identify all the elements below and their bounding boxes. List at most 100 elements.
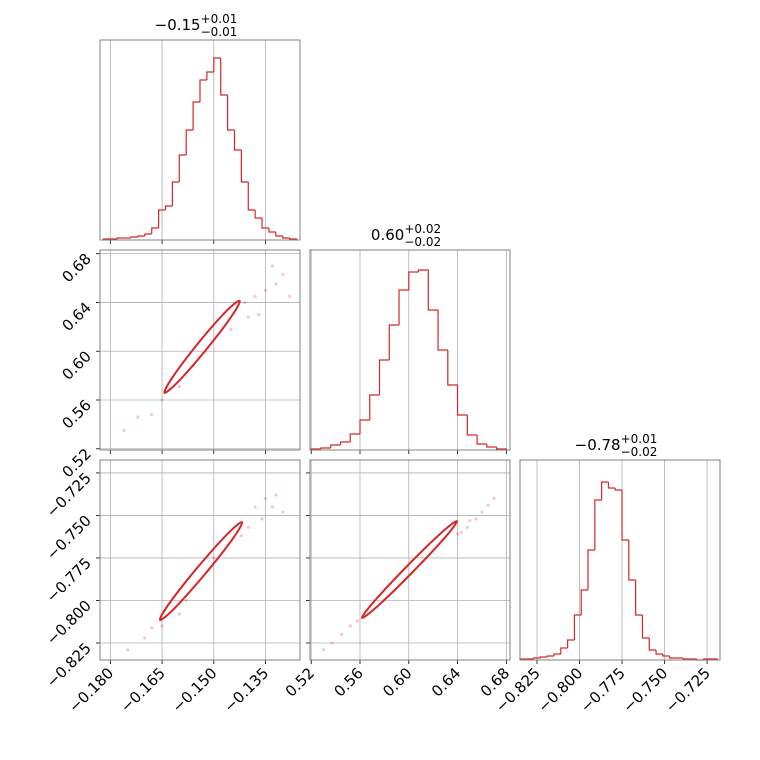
y-tick-label: 0.56 bbox=[58, 396, 94, 432]
histogram-step bbox=[437, 310, 448, 351]
sample-point bbox=[229, 327, 233, 331]
title-upper: +0.01 bbox=[201, 12, 238, 26]
panel-frame bbox=[309, 459, 511, 661]
x-tick-label: 0.60 bbox=[379, 664, 415, 700]
sample-point bbox=[246, 525, 250, 529]
histogram-step bbox=[330, 444, 341, 448]
histogram-step bbox=[171, 181, 180, 206]
histogram-step bbox=[226, 95, 235, 131]
sample-point bbox=[486, 503, 490, 507]
panel-frame bbox=[519, 459, 721, 661]
histogram-step bbox=[662, 654, 670, 657]
sample-point bbox=[270, 505, 275, 509]
histogram-step bbox=[369, 394, 380, 420]
histogram-step bbox=[447, 350, 458, 386]
y-tick-label: 0.64 bbox=[58, 299, 94, 335]
y-tick-label: −0.775 bbox=[43, 554, 95, 606]
x-tick-label: −0.800 bbox=[534, 664, 586, 716]
sample-point bbox=[122, 428, 126, 433]
title-lower: −0.02 bbox=[404, 235, 441, 249]
panel-frame bbox=[99, 459, 301, 661]
histogram-step bbox=[349, 433, 360, 442]
sample-point bbox=[160, 624, 164, 628]
histogram-step bbox=[359, 419, 370, 434]
histogram-step bbox=[533, 657, 541, 659]
histogram-step bbox=[388, 324, 400, 360]
sample-point bbox=[160, 398, 164, 402]
histogram-step bbox=[206, 71, 214, 80]
histogram-step bbox=[254, 210, 263, 219]
histogram-step bbox=[682, 658, 691, 660]
contour bbox=[158, 521, 244, 622]
sample-point bbox=[253, 505, 257, 509]
histogram-step bbox=[621, 490, 629, 541]
histogram-step bbox=[456, 385, 468, 416]
sample-point bbox=[321, 648, 326, 652]
x-tick-label: −0.165 bbox=[117, 664, 169, 716]
histogram-step bbox=[641, 615, 650, 639]
histogram-step bbox=[466, 415, 478, 436]
histogram-step bbox=[233, 130, 242, 151]
sample-point bbox=[260, 517, 264, 521]
sample-point bbox=[355, 619, 360, 623]
histogram-step bbox=[546, 655, 555, 657]
histogram-step bbox=[587, 549, 595, 590]
histogram-step bbox=[486, 444, 497, 448]
sample-point bbox=[263, 496, 268, 501]
histogram-step bbox=[261, 218, 269, 229]
sample-point bbox=[243, 300, 247, 305]
panel-title: −0.15+0.01 −0.01 bbox=[155, 12, 238, 39]
histogram-step bbox=[320, 447, 331, 449]
sample-point bbox=[184, 598, 188, 603]
title-upper: +0.01 bbox=[621, 432, 658, 446]
histogram-step bbox=[137, 235, 145, 237]
sample-point bbox=[465, 525, 469, 529]
histogram-step bbox=[408, 271, 419, 290]
histogram-step bbox=[635, 580, 643, 616]
sample-point bbox=[340, 632, 344, 637]
sample-point bbox=[492, 496, 496, 501]
y-tick-label: 0.68 bbox=[58, 250, 94, 286]
sample-point bbox=[246, 315, 250, 319]
histogram-step bbox=[164, 205, 173, 210]
histogram-step bbox=[476, 435, 487, 445]
histogram-step bbox=[130, 236, 138, 238]
sample-point bbox=[281, 510, 285, 514]
y-tick-label: −0.800 bbox=[43, 597, 95, 649]
sample-point bbox=[288, 294, 292, 298]
panel-title: 0.60+0.02 −0.02 bbox=[371, 222, 441, 249]
x-tick-label: −0.135 bbox=[220, 664, 272, 716]
y-tick-label: 0.60 bbox=[58, 347, 94, 383]
x-tick-label: 0.56 bbox=[330, 664, 366, 700]
sample-point bbox=[474, 517, 478, 521]
histogram-step bbox=[614, 488, 623, 491]
histogram-step bbox=[594, 499, 602, 550]
contour bbox=[360, 520, 458, 619]
histogram-step bbox=[560, 647, 568, 654]
histogram-step bbox=[144, 233, 152, 236]
sample-point bbox=[348, 624, 352, 628]
histogram-step bbox=[580, 589, 589, 615]
x-tick-label: −0.775 bbox=[577, 664, 629, 716]
title-value: −0.15 bbox=[155, 16, 201, 34]
histogram-step bbox=[268, 228, 276, 233]
panel-frame bbox=[99, 39, 301, 241]
title-upper: +0.02 bbox=[404, 222, 441, 236]
histogram-step bbox=[116, 237, 125, 239]
histogram-step bbox=[553, 653, 561, 656]
x-tick-label: −0.750 bbox=[619, 664, 671, 716]
histogram-step bbox=[192, 101, 200, 130]
sample-point bbox=[136, 415, 140, 419]
sample-point bbox=[263, 288, 268, 292]
sample-point bbox=[274, 493, 278, 497]
sample-point bbox=[281, 272, 285, 276]
y-tick-label: −0.750 bbox=[43, 512, 95, 564]
x-tick-label: 0.64 bbox=[428, 664, 464, 700]
histogram-step bbox=[628, 540, 636, 581]
sample-point bbox=[480, 510, 484, 514]
x-tick-label: 0.52 bbox=[282, 664, 318, 700]
histogram-step bbox=[151, 227, 159, 234]
sample-point bbox=[212, 556, 216, 560]
histogram-step bbox=[648, 638, 657, 651]
